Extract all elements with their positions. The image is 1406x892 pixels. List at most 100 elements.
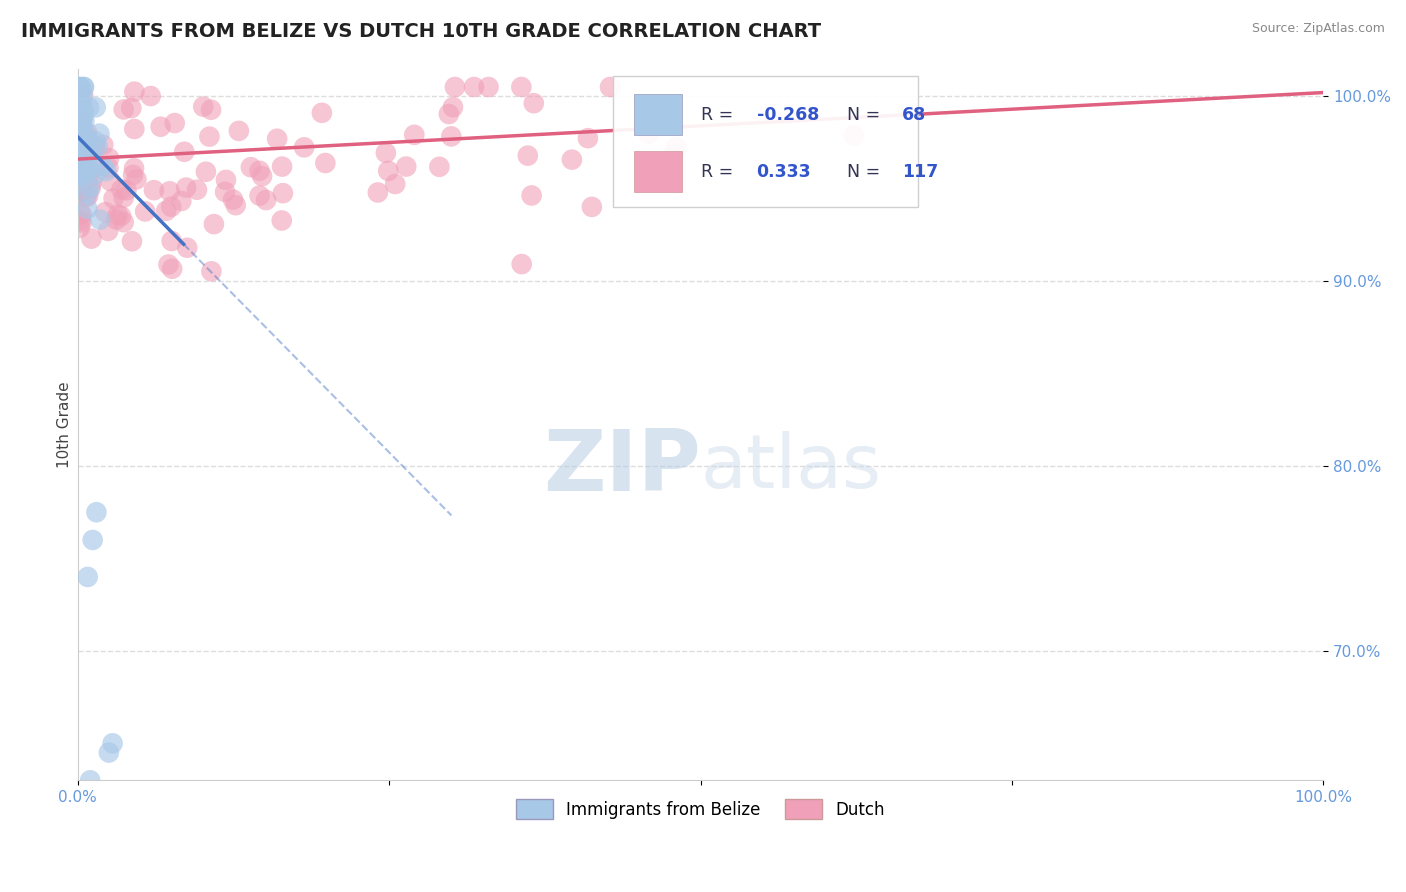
Point xyxy=(70,115,93,129)
Point xyxy=(367,186,389,200)
Point xyxy=(160,261,183,276)
Point xyxy=(76,186,98,201)
Point xyxy=(122,168,145,182)
Point xyxy=(576,131,599,145)
Point xyxy=(249,188,271,202)
Point xyxy=(271,186,294,201)
Point xyxy=(76,570,98,584)
Point xyxy=(463,80,485,95)
Point xyxy=(384,177,406,191)
Point xyxy=(314,156,336,170)
Text: R =: R = xyxy=(700,162,738,181)
Point xyxy=(82,533,104,547)
Text: N =: N = xyxy=(848,162,886,181)
Point xyxy=(374,145,396,160)
Text: atlas: atlas xyxy=(700,431,882,504)
Point xyxy=(200,103,222,117)
Point xyxy=(139,89,162,103)
Point xyxy=(76,132,98,146)
Point xyxy=(75,165,97,179)
Point xyxy=(193,100,215,114)
Point xyxy=(70,146,93,161)
Point xyxy=(69,125,91,139)
Point xyxy=(160,234,183,248)
Point xyxy=(110,182,132,196)
Point xyxy=(520,188,543,202)
Point xyxy=(115,183,138,197)
Point xyxy=(516,148,538,162)
Point xyxy=(96,164,118,178)
Point xyxy=(125,172,148,186)
Point xyxy=(69,169,91,184)
Point xyxy=(69,80,91,95)
Point xyxy=(69,187,91,202)
Point xyxy=(173,145,195,159)
Point xyxy=(79,181,101,195)
Point xyxy=(75,146,97,161)
Point xyxy=(75,190,97,204)
Point xyxy=(67,169,90,183)
Point xyxy=(121,234,143,248)
Point xyxy=(437,107,460,121)
Point xyxy=(149,120,172,134)
Point xyxy=(67,157,90,171)
Point xyxy=(97,224,120,238)
Point xyxy=(110,209,132,223)
Point xyxy=(174,180,197,194)
Point xyxy=(69,126,91,140)
Point xyxy=(377,164,399,178)
Point xyxy=(72,89,94,103)
Text: IMMIGRANTS FROM BELIZE VS DUTCH 10TH GRADE CORRELATION CHART: IMMIGRANTS FROM BELIZE VS DUTCH 10TH GRA… xyxy=(21,22,821,41)
Point xyxy=(122,161,145,176)
Point xyxy=(70,207,93,221)
Point xyxy=(103,192,125,206)
Point xyxy=(87,139,110,153)
Point xyxy=(70,145,93,159)
Point xyxy=(72,110,94,124)
Point xyxy=(84,141,107,155)
Point xyxy=(661,149,683,163)
Point xyxy=(249,163,271,178)
Point xyxy=(69,122,91,136)
Text: N =: N = xyxy=(848,106,886,124)
Point xyxy=(100,174,122,188)
Legend: Immigrants from Belize, Dutch: Immigrants from Belize, Dutch xyxy=(509,793,891,825)
Point xyxy=(69,185,91,199)
Point xyxy=(79,144,101,158)
Point xyxy=(69,158,91,172)
Point xyxy=(67,159,90,173)
Point xyxy=(76,126,98,140)
Point xyxy=(77,101,100,115)
Point xyxy=(73,141,96,155)
Point xyxy=(67,136,90,151)
Point xyxy=(72,145,94,160)
Point xyxy=(72,80,94,95)
Point xyxy=(79,773,101,788)
Point xyxy=(72,123,94,137)
Text: -0.268: -0.268 xyxy=(756,106,818,124)
Point xyxy=(160,200,183,214)
Point xyxy=(67,81,90,95)
Point xyxy=(72,120,94,134)
Point xyxy=(124,85,146,99)
Point xyxy=(70,119,93,133)
Point xyxy=(72,88,94,103)
Point xyxy=(70,215,93,229)
Point xyxy=(70,139,93,153)
FancyBboxPatch shape xyxy=(613,76,918,207)
Point xyxy=(214,185,236,199)
Point xyxy=(69,185,91,199)
Point xyxy=(72,168,94,182)
Point xyxy=(69,213,91,227)
Point xyxy=(67,112,90,126)
Point xyxy=(134,204,156,219)
Point xyxy=(76,129,98,144)
Point xyxy=(66,108,89,122)
Text: 117: 117 xyxy=(903,162,939,181)
Point xyxy=(225,198,247,212)
Point xyxy=(176,241,198,255)
Point xyxy=(163,116,186,130)
Point xyxy=(76,152,98,166)
Point xyxy=(75,147,97,161)
Point xyxy=(67,130,90,145)
